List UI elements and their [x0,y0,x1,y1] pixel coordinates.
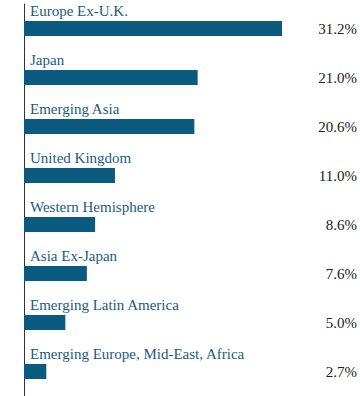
svg-text:5.0%: 5.0% [326,315,357,331]
svg-text:Europe Ex-U.K.: Europe Ex-U.K. [30,3,128,19]
svg-text:Japan: Japan [30,52,65,68]
svg-text:7.6%: 7.6% [326,266,357,282]
svg-text:Emerging Latin America: Emerging Latin America [30,297,179,313]
svg-text:Emerging Europe, Mid-East, Afr: Emerging Europe, Mid-East, Africa [30,346,245,362]
svg-text:31.2%: 31.2% [318,21,357,37]
svg-text:Asia Ex-Japan: Asia Ex-Japan [30,248,118,264]
svg-text:United Kingdom: United Kingdom [30,150,132,166]
svg-text:21.0%: 21.0% [318,70,357,86]
svg-text:Western Hemisphere: Western Hemisphere [30,199,155,215]
svg-text:8.6%: 8.6% [326,217,357,233]
svg-text:2.7%: 2.7% [326,364,357,380]
svg-text:11.0%: 11.0% [319,168,357,184]
svg-text:Emerging Asia: Emerging Asia [30,101,120,117]
svg-text:20.6%: 20.6% [318,119,357,135]
